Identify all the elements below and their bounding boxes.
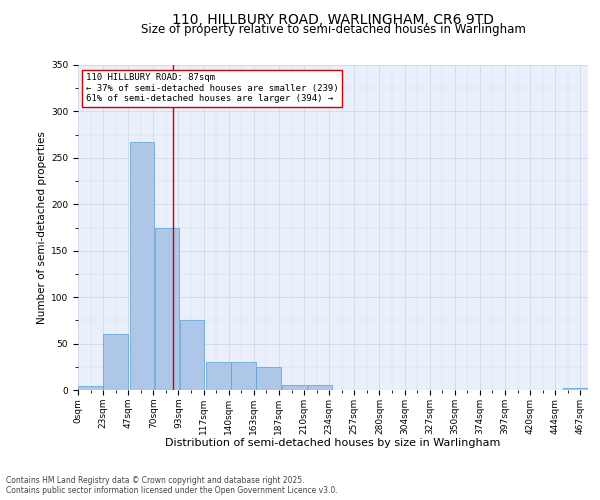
Bar <box>103 334 128 390</box>
Y-axis label: Number of semi-detached properties: Number of semi-detached properties <box>37 131 47 324</box>
Text: 110 HILLBURY ROAD: 87sqm
← 37% of semi-detached houses are smaller (239)
61% of : 110 HILLBURY ROAD: 87sqm ← 37% of semi-d… <box>86 73 338 103</box>
Bar <box>308 386 332 390</box>
Bar <box>130 142 154 390</box>
Text: 110, HILLBURY ROAD, WARLINGHAM, CR6 9TD: 110, HILLBURY ROAD, WARLINGHAM, CR6 9TD <box>172 12 494 26</box>
Bar <box>155 228 179 390</box>
Text: Contains HM Land Registry data © Crown copyright and database right 2025.
Contai: Contains HM Land Registry data © Crown c… <box>6 476 338 495</box>
Bar <box>78 386 103 390</box>
Text: Size of property relative to semi-detached houses in Warlingham: Size of property relative to semi-detach… <box>140 22 526 36</box>
Bar <box>256 367 281 390</box>
Bar <box>563 388 588 390</box>
X-axis label: Distribution of semi-detached houses by size in Warlingham: Distribution of semi-detached houses by … <box>166 438 500 448</box>
Bar <box>180 320 205 390</box>
Bar <box>231 362 256 390</box>
Bar <box>283 386 307 390</box>
Bar <box>206 362 230 390</box>
